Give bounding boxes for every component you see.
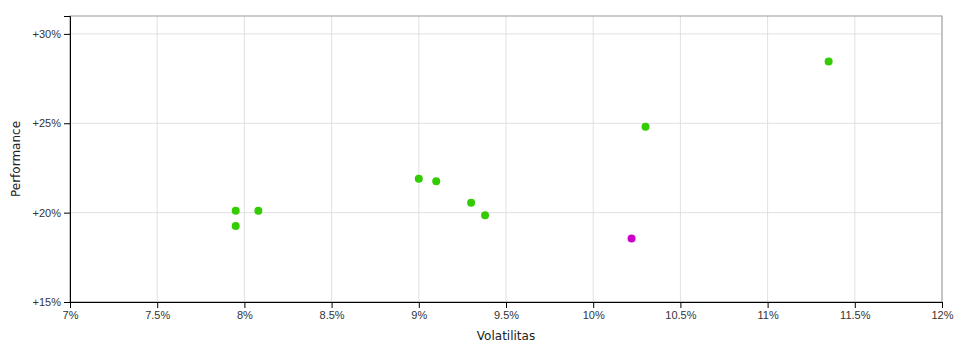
grid-line-x [418,16,419,302]
x-tick-label: 10% [583,309,605,321]
x-tick-mark [157,302,158,308]
y-tick-label: +20% [33,207,62,219]
x-tick-mark [768,302,769,308]
x-tick-label: 11% [757,309,778,321]
y-tick-mark [64,302,70,303]
y-tick: +20% [33,207,70,219]
x-tick-label: 12% [931,309,953,321]
point [415,175,423,183]
x-tick-mark [680,302,681,308]
grid-line-x [767,16,768,302]
grid-line-x [854,16,855,302]
x-tick-label: 10.5% [665,309,696,321]
y-tick-mark [64,123,70,124]
x-tick-label: 9% [411,309,427,321]
grid-line-x [506,16,507,302]
x-tick: 9.5% [494,302,519,321]
y-axis-line [64,17,71,303]
grid-line-x [331,16,332,302]
grid-line-x [244,16,245,302]
x-tick-label: 9.5% [494,309,519,321]
y-tick-mark [64,213,70,214]
grid-line-x [680,16,681,302]
x-tick-label: 11.5% [840,309,871,321]
x-tick: 10.5% [665,302,696,321]
point [254,207,262,215]
y-tick-label: +15% [33,296,62,308]
x-tick: 8% [237,302,253,321]
point [467,199,475,207]
y-tick-label: +30% [33,28,62,40]
point [232,222,240,230]
grid [70,16,942,302]
x-tick-mark [593,302,594,308]
chart: 7% 7.5% 8% 8.5% 9% 9.5% 10% 10.5% 11% 11.5% 12% +15… [0,0,966,350]
x-tick: 7.5% [145,302,170,321]
point [825,58,833,66]
x-tick-label: 8.5% [320,309,345,321]
point [481,211,489,219]
x-tick: 7% [63,302,79,321]
x-axis-line [71,303,943,309]
chart-container: 7% 7.5% 8% 8.5% 9% 9.5% 10% 10.5% 11% 11.5% 12% +15… [0,0,966,350]
x-tick: 11% [757,302,778,321]
x-tick-label: 7% [63,309,79,321]
y-axis-title: Performance [9,121,23,197]
x-axis-title: Volatilitas [477,329,535,343]
point [432,177,440,185]
x-tick-mark [332,302,333,308]
marks [232,58,833,243]
y-axis: +15% +20% +25% +30% [33,17,71,309]
series [628,235,636,243]
y-tick-label: +25% [33,117,62,129]
x-tick-mark [419,302,420,308]
x-tick: 11.5% [840,302,871,321]
x-tick-mark [506,302,507,308]
x-tick-label: 7.5% [145,309,170,321]
grid-line-x [593,16,594,302]
grid-line-y [70,33,942,34]
x-tick: 12% [931,302,953,321]
grid-line-x [157,16,158,302]
x-tick-mark [244,302,245,308]
x-tick-mark [855,302,856,308]
grid-line-y [70,123,942,124]
plot-frame [70,16,942,302]
point [628,235,636,243]
grid-line-y [70,212,942,213]
x-tick: 8.5% [320,302,345,321]
x-axis: 7% 7.5% 8% 8.5% 9% 9.5% 10% 10.5% 11% 11.5% 12% [63,302,954,321]
plot: 7% 7.5% 8% 8.5% 9% 9.5% 10% 10.5% 11% 11.5% 12% +15… [33,16,954,321]
series [232,58,833,230]
y-tick: +30% [33,28,70,40]
point [232,207,240,215]
x-tick-label: 8% [237,309,253,321]
x-tick: 10% [583,302,605,321]
point [642,123,650,131]
x-tick: 9% [411,302,427,321]
y-tick: +25% [33,117,70,129]
y-tick-mark [64,34,70,35]
x-tick-mark [942,302,943,308]
y-tick: +15% [33,296,70,308]
